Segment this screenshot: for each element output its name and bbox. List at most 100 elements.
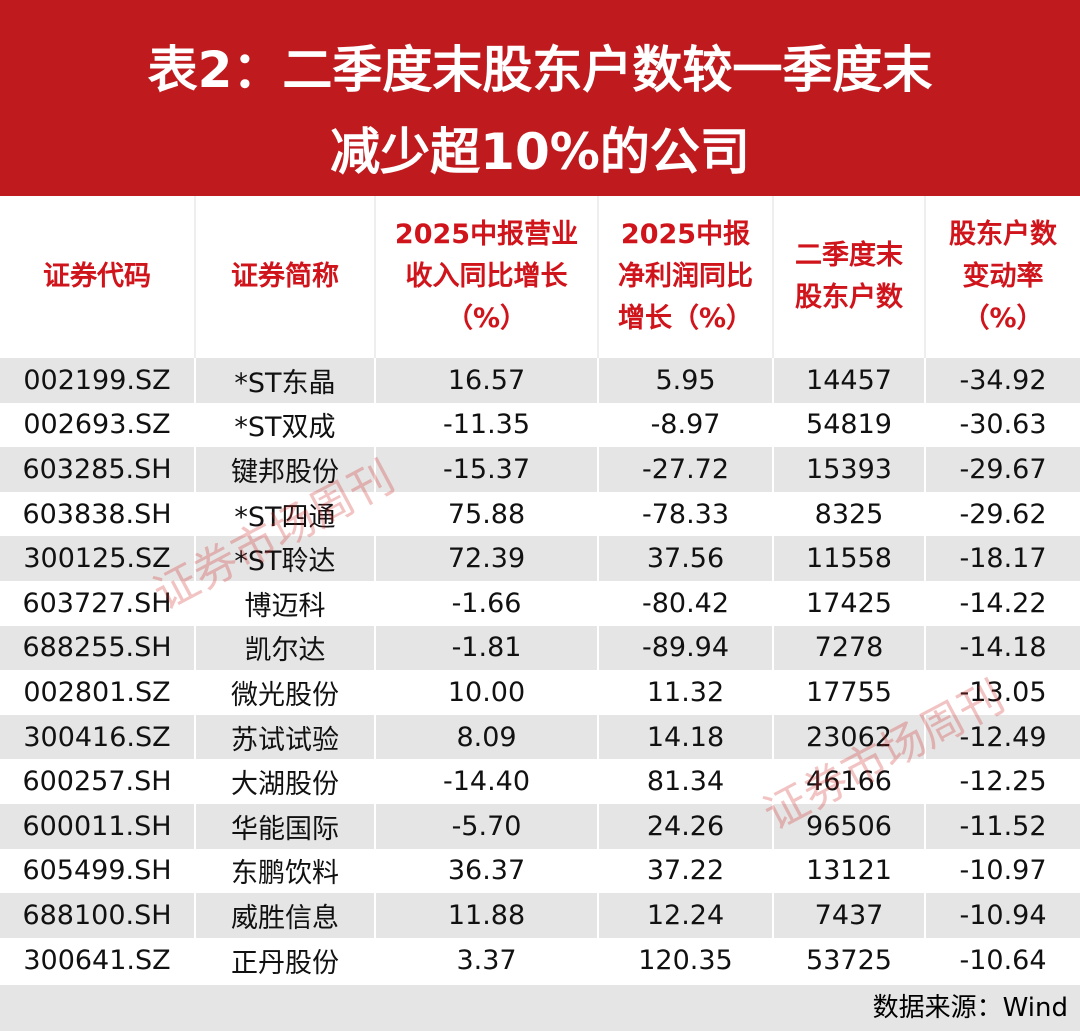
table-cell: 苏试试验 — [195, 714, 376, 760]
table-cell: 300416.SZ — [0, 714, 196, 760]
table-cell: 96506 — [773, 803, 926, 849]
table-cell: 75.88 — [375, 491, 599, 537]
table-row: 600011.SH 华能国际 -5.70 24.26 96506 -11.52 — [0, 803, 1080, 849]
table-cell: 3.37 — [375, 937, 599, 983]
table-cell: -11.35 — [375, 402, 599, 448]
table-cell: 36.37 — [375, 848, 599, 894]
table-cell: 7437 — [773, 893, 926, 938]
table-cell: -29.62 — [959, 498, 1047, 530]
header-cell: 2025中报营业 收入同比增长 （%） — [375, 196, 599, 358]
table-cell: 24.26 — [598, 803, 774, 849]
table-cell: -10.94 — [925, 893, 1080, 938]
table-cell: -10.64 — [959, 944, 1047, 976]
table-cell: 键邦股份 — [195, 447, 376, 492]
header-row: 证券代码 证券简称 2025中报营业 收入同比增长 （%） 2025中报 净利润同比 增长（%… — [0, 196, 1080, 358]
table-cell: -14.18 — [925, 625, 1080, 671]
title-line: 表2：二季度末股东户数较一季度末 — [147, 41, 933, 99]
table-cell: 600257.SH — [0, 759, 196, 804]
table-cell: 凯尔达 — [195, 625, 376, 671]
table-cell: -1.66 — [375, 580, 599, 626]
table-cell: 14.18 — [598, 714, 774, 760]
table-cell: 002693.SZ — [0, 402, 196, 448]
table-cell: 15393 — [773, 447, 926, 492]
header-text: 净利润同比 — [618, 261, 753, 292]
table-cell: 11.88 — [375, 893, 599, 938]
table-cell: *ST四通 — [195, 491, 376, 537]
title-line: 减少超10%的公司 — [330, 123, 750, 181]
table-cell: -11.52 — [925, 803, 1080, 849]
table-cell: -27.72 — [598, 447, 774, 492]
table-cell: -18.17 — [925, 536, 1080, 581]
header-text: 增长（%） — [617, 303, 754, 334]
header-text: 二季度末 — [795, 240, 903, 271]
header-text: 证券简称 — [231, 261, 339, 292]
table-cell: 正丹股份 — [195, 937, 376, 983]
header-text: （%） — [445, 303, 528, 334]
table-cell: -14.22 — [959, 587, 1047, 619]
table-cell: 72.39 — [375, 536, 599, 581]
table-cell: 688100.SH — [0, 893, 196, 938]
table-cell: -34.92 — [925, 358, 1080, 403]
table-cell: -5.70 — [375, 803, 599, 849]
table-row: 603727.SH 博迈科 -1.66 -80.42 17425 -14.22 — [0, 580, 1080, 626]
header-text: 2025中报营业 — [394, 219, 579, 250]
table-cell: -13.05 — [959, 676, 1047, 708]
title-banner: 表2：二季度末股东户数较一季度末 减少超10%的公司 — [0, 0, 1080, 196]
header-cell: 股东户数变动率 （%） — [925, 196, 1080, 358]
header-cell: 证券代码 — [0, 196, 196, 358]
table-cell: -12.25 — [959, 766, 1047, 798]
header-text: （%） — [962, 303, 1044, 334]
table-cell: 10.00 — [375, 670, 599, 715]
table-cell: 46166 — [773, 759, 926, 804]
table-row: 605499.SH 东鹏饮料 36.37 37.22 13121 -10.97 — [0, 848, 1080, 894]
table-cell: -30.63 — [959, 409, 1047, 441]
table-cell: 603727.SH — [0, 580, 196, 626]
table-cell: -1.81 — [375, 625, 599, 671]
table-cell: 300641.SZ — [0, 937, 196, 983]
footer: 数据来源：Wind — [0, 985, 1080, 1031]
table-row: 603285.SH 键邦股份 -15.37 -27.72 15393 -29.67 — [0, 447, 1080, 492]
table-cell: 11.32 — [598, 670, 774, 715]
table-cell: -10.97 — [959, 855, 1047, 887]
table-cell: 13121 — [773, 848, 926, 894]
header-text: 变动率 — [962, 261, 1044, 292]
table-row: 688100.SH 威胜信息 11.88 12.24 7437 -10.94 — [0, 893, 1080, 938]
header-text: 股东户数 — [949, 219, 1057, 250]
header-text: 证券代码 — [43, 261, 151, 292]
table-row: 002199.SZ *ST东晶 16.57 5.95 14457 -34.92 — [0, 358, 1080, 403]
table-cell: 81.34 — [598, 759, 774, 804]
data-table: 证券代码 证券简称 2025中报营业 收入同比增长 （%） 2025中报 净利润同比 增长（%… — [0, 196, 1080, 983]
table-cell: -14.40 — [375, 759, 599, 804]
table-cell: -12.49 — [925, 714, 1080, 760]
table-cell: 微光股份 — [195, 670, 376, 715]
table-cell: 华能国际 — [195, 803, 376, 849]
table-cell: -15.37 — [375, 447, 599, 492]
table-cell: 600011.SH — [0, 803, 196, 849]
table-cell: -80.42 — [598, 580, 774, 626]
table-cell: *ST东晶 — [195, 358, 376, 403]
table-row: 603838.SH *ST四通 75.88 -78.33 8325 -29.62 — [0, 491, 1080, 537]
table-cell: 603838.SH — [0, 491, 196, 537]
table-cell: 博迈科 — [195, 580, 376, 626]
table-cell: 54819 — [773, 402, 926, 448]
table-cell: 53725 — [773, 937, 926, 983]
table-cell: 8.09 — [375, 714, 599, 760]
table-row: 688255.SH 凯尔达 -1.81 -89.94 7278 -14.18 — [0, 625, 1080, 671]
header-cell: 证券简称 — [195, 196, 376, 358]
table-cell: 688255.SH — [0, 625, 196, 671]
table-cell: 605499.SH — [0, 848, 196, 894]
table-cell: 12.24 — [598, 893, 774, 938]
table-cell: -8.97 — [598, 402, 774, 448]
table-cell: 东鹏饮料 — [195, 848, 376, 894]
table-row: 300641.SZ 正丹股份 3.37 120.35 53725 -10.64 — [0, 937, 1080, 983]
table-body: 002199.SZ *ST东晶 16.57 5.95 14457 -34.92 002693… — [0, 358, 1080, 983]
header-cell: 2025中报 净利润同比 增长（%） — [598, 196, 774, 358]
table-cell: 11558 — [773, 536, 926, 581]
header-text: 收入同比增长 — [405, 261, 568, 292]
table-row: 300125.SZ *ST聆达 72.39 37.56 11558 -18.17 — [0, 536, 1080, 581]
source-note: 数据来源：Wind — [872, 993, 1068, 1023]
table-row: 600257.SH 大湖股份 -14.40 81.34 46166 -12.25 — [0, 759, 1080, 804]
table-cell: 大湖股份 — [195, 759, 376, 804]
table-cell: 7278 — [773, 625, 926, 671]
table-cell: 37.56 — [598, 536, 774, 581]
